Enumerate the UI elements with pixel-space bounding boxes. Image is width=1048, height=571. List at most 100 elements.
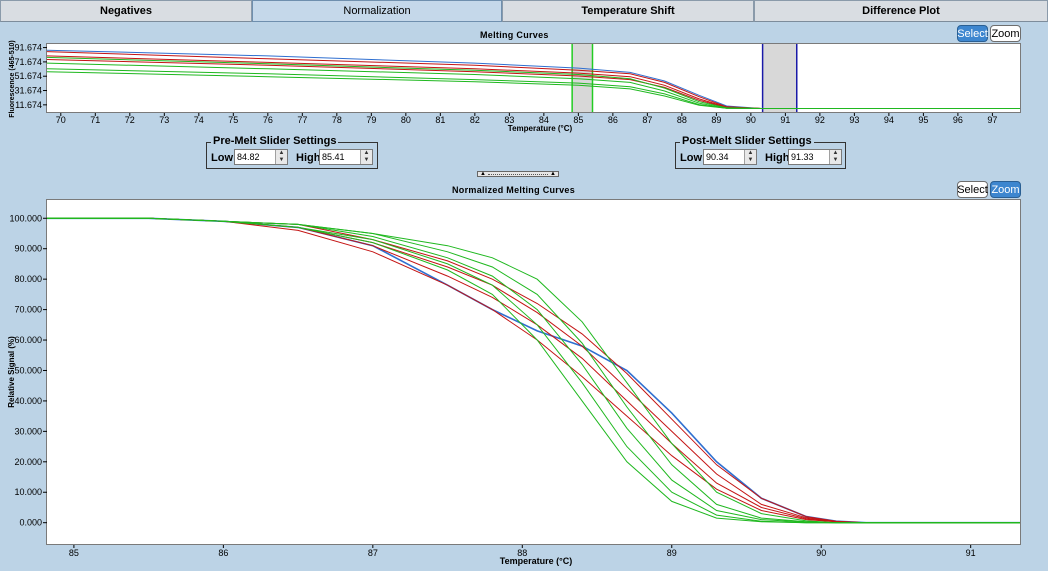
post-melt-legend: Post-Melt Slider Settings <box>680 135 814 147</box>
norm-xtick-label: 85 <box>69 548 79 558</box>
norm-ytick-label: 100.000 <box>9 213 42 223</box>
melt-xtick-label: 81 <box>435 115 445 125</box>
melt-xtick-label: 76 <box>263 115 273 125</box>
post-melt-high-input[interactable]: 91.33 ▲ ▼ <box>788 149 842 165</box>
pre-melt-settings: Pre-Melt Slider Settings Low 84.82 ▲ ▼ Hi… <box>206 135 378 169</box>
melt-xtick-label: 93 <box>849 115 859 125</box>
norm-x-axis-label: Temperature (°C) <box>500 556 572 566</box>
norm-xtick-label: 90 <box>816 548 826 558</box>
melt-xtick-label: 77 <box>297 115 307 125</box>
pre-melt-high-label: High <box>296 152 321 164</box>
melting-select-button[interactable]: Select <box>957 25 988 42</box>
post-melt-low-value: 90.34 <box>706 152 729 162</box>
melt-y-axis-label: Fluorescence (465-510) <box>9 40 16 117</box>
pre-melt-low-label: Low <box>211 152 233 164</box>
post-melt-high-label: High <box>765 152 790 164</box>
post-melt-high-value: 91.33 <box>791 152 814 162</box>
post-melt-high-spinner[interactable]: ▲ ▼ <box>829 150 841 164</box>
splitter-down-arrow-icon: ▲ <box>550 171 556 177</box>
melt-xtick-label: 94 <box>884 115 894 125</box>
post-melt-settings: Post-Melt Slider Settings Low 90.34 ▲ ▼ H… <box>675 135 846 169</box>
melt-xtick-label: 85 <box>573 115 583 125</box>
melting-curves-title: Melting Curves <box>480 30 549 40</box>
melt-xtick-label: 74 <box>194 115 204 125</box>
post-melt-low-label: Low <box>680 152 702 164</box>
melt-xtick-label: 87 <box>642 115 652 125</box>
melt-xtick-label: 75 <box>228 115 238 125</box>
melt-xtick-label: 80 <box>401 115 411 125</box>
tab-negatives[interactable]: Negatives <box>0 0 252 22</box>
melt-xtick-label: 84 <box>539 115 549 125</box>
normalized-curves-chart <box>47 217 1020 524</box>
post-melt-low-spinner[interactable]: ▲ ▼ <box>744 150 756 164</box>
norm-series-0 <box>47 217 1020 524</box>
norm-ytick-label: 10.000 <box>14 487 42 497</box>
norm-xtick-label: 87 <box>368 548 378 558</box>
norm-ytick-label: 20.000 <box>14 457 42 467</box>
melt-ytick-label: 51.674 <box>14 71 42 81</box>
pre-melt-low-input[interactable]: 84.82 ▲ ▼ <box>234 149 288 165</box>
melt-series-5 <box>47 62 1020 109</box>
melt-xtick-label: 95 <box>918 115 928 125</box>
norm-series-1 <box>47 217 1020 524</box>
norm-series-2 <box>47 217 1020 524</box>
normalized-plot-area[interactable] <box>46 199 1021 545</box>
norm-ytick-label: 80.000 <box>14 274 42 284</box>
pre-melt-high-spinner[interactable]: ▲ ▼ <box>360 150 372 164</box>
melt-xtick-label: 82 <box>470 115 480 125</box>
pre-melt-low-value: 84.82 <box>237 152 260 162</box>
melt-ytick-label: 31.674 <box>14 86 42 96</box>
normalized-select-button[interactable]: Select <box>957 181 988 198</box>
melt-xtick-label: 88 <box>677 115 687 125</box>
melt-xtick-label: 72 <box>125 115 135 125</box>
panel-splitter[interactable]: ▲ ▲ <box>477 171 559 177</box>
melt-series-2 <box>47 55 1020 109</box>
norm-xtick-label: 91 <box>966 548 976 558</box>
slider-region-0[interactable] <box>572 44 593 112</box>
norm-xtick-label: 86 <box>218 548 228 558</box>
melt-series-7 <box>47 71 1020 109</box>
pre-melt-low-spinner[interactable]: ▲ ▼ <box>275 150 287 164</box>
post-melt-low-input[interactable]: 90.34 ▲ ▼ <box>703 149 757 165</box>
melt-series-0 <box>47 49 1020 109</box>
tab-normalization[interactable]: Normalization <box>252 0 502 22</box>
pre-melt-legend: Pre-Melt Slider Settings <box>211 135 339 147</box>
melt-xtick-label: 70 <box>56 115 66 125</box>
melt-xtick-label: 73 <box>159 115 169 125</box>
norm-series-8 <box>47 217 1020 524</box>
norm-ytick-label: 50.000 <box>14 365 42 375</box>
norm-y-axis-label: Relative Signal (%) <box>7 336 16 408</box>
tab-temperature-shift[interactable]: Temperature Shift <box>502 0 754 22</box>
melt-ytick-label: 91.674 <box>14 43 42 53</box>
melt-xtick-label: 97 <box>987 115 997 125</box>
splitter-up-arrow-icon: ▲ <box>480 171 486 177</box>
normalized-zoom-button[interactable]: Zoom <box>990 181 1021 198</box>
melt-xtick-label: 79 <box>366 115 376 125</box>
melt-xtick-label: 83 <box>504 115 514 125</box>
melt-xtick-label: 86 <box>608 115 618 125</box>
norm-series-6 <box>47 217 1020 524</box>
melt-x-axis-label: Temperature (°C) <box>508 124 573 133</box>
norm-series-4 <box>47 217 1020 524</box>
melt-xtick-label: 71 <box>90 115 100 125</box>
melt-ytick-label: 11.674 <box>15 100 42 110</box>
melt-xtick-label: 89 <box>711 115 721 125</box>
tab-bar: Negatives Normalization Temperature Shif… <box>0 0 1048 22</box>
norm-series-5 <box>47 217 1020 524</box>
pre-melt-high-value: 85.41 <box>322 152 345 162</box>
pre-melt-high-input[interactable]: 85.41 ▲ ▼ <box>319 149 373 165</box>
melting-zoom-button[interactable]: Zoom <box>990 25 1021 42</box>
tab-difference-plot[interactable]: Difference Plot <box>754 0 1048 22</box>
norm-ytick-label: 40.000 <box>14 396 42 406</box>
melt-ytick-label: 71.674 <box>14 57 42 67</box>
melt-series-4 <box>47 56 1020 109</box>
norm-series-9 <box>47 217 1020 524</box>
norm-ytick-label: 60.000 <box>14 335 42 345</box>
norm-xtick-label: 89 <box>667 548 677 558</box>
norm-ytick-label: 90.000 <box>14 244 42 254</box>
norm-series-7 <box>47 217 1020 524</box>
melting-plot-area[interactable] <box>46 43 1021 113</box>
slider-region-1[interactable] <box>762 44 797 112</box>
norm-ytick-label: 0.000 <box>19 518 42 528</box>
normalized-curves-title: Normalized Melting Curves <box>452 185 576 195</box>
